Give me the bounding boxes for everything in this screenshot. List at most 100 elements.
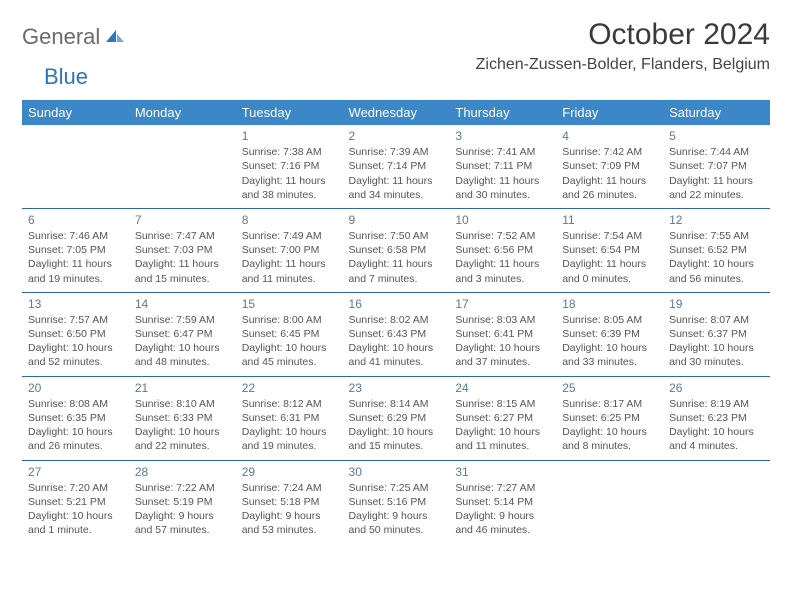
sunrise-line: Sunrise: 8:08 AM: [28, 397, 123, 411]
dow-header-cell: Monday: [129, 100, 236, 125]
day-number: 13: [28, 296, 123, 312]
day-cell: 21Sunrise: 8:10 AMSunset: 6:33 PMDayligh…: [129, 377, 236, 460]
day-number: 23: [349, 380, 444, 396]
sunrise-line: Sunrise: 7:38 AM: [242, 145, 337, 159]
sunrise-line: Sunrise: 7:22 AM: [135, 481, 230, 495]
sunrise-line: Sunrise: 7:27 AM: [455, 481, 550, 495]
month-title: October 2024: [476, 18, 770, 52]
day-number: 14: [135, 296, 230, 312]
sunset-line: Sunset: 6:54 PM: [562, 243, 657, 257]
logo-text-blue: Blue: [44, 64, 88, 90]
day-number: 25: [562, 380, 657, 396]
day-number: 11: [562, 212, 657, 228]
daylight-line: Daylight: 10 hours and 11 minutes.: [455, 425, 550, 453]
sunrise-line: Sunrise: 8:03 AM: [455, 313, 550, 327]
dow-header-cell: Tuesday: [236, 100, 343, 125]
daylight-line: Daylight: 10 hours and 15 minutes.: [349, 425, 444, 453]
sunrise-line: Sunrise: 7:39 AM: [349, 145, 444, 159]
day-cell: 31Sunrise: 7:27 AMSunset: 5:14 PMDayligh…: [449, 461, 556, 544]
day-number: 9: [349, 212, 444, 228]
day-cell: 5Sunrise: 7:44 AMSunset: 7:07 PMDaylight…: [663, 125, 770, 208]
day-number: 6: [28, 212, 123, 228]
day-cell: 8Sunrise: 7:49 AMSunset: 7:00 PMDaylight…: [236, 209, 343, 292]
day-cell: 14Sunrise: 7:59 AMSunset: 6:47 PMDayligh…: [129, 293, 236, 376]
sunrise-line: Sunrise: 8:17 AM: [562, 397, 657, 411]
daylight-line: Daylight: 11 hours and 38 minutes.: [242, 174, 337, 202]
sunset-line: Sunset: 5:18 PM: [242, 495, 337, 509]
sunrise-line: Sunrise: 8:12 AM: [242, 397, 337, 411]
sunrise-line: Sunrise: 8:15 AM: [455, 397, 550, 411]
sunrise-line: Sunrise: 7:24 AM: [242, 481, 337, 495]
day-cell: 3Sunrise: 7:41 AMSunset: 7:11 PMDaylight…: [449, 125, 556, 208]
daylight-line: Daylight: 9 hours and 46 minutes.: [455, 509, 550, 537]
day-cell: 24Sunrise: 8:15 AMSunset: 6:27 PMDayligh…: [449, 377, 556, 460]
day-cell: 29Sunrise: 7:24 AMSunset: 5:18 PMDayligh…: [236, 461, 343, 544]
day-number: 19: [669, 296, 764, 312]
sunrise-line: Sunrise: 7:41 AM: [455, 145, 550, 159]
calendar-table: SundayMondayTuesdayWednesdayThursdayFrid…: [22, 100, 770, 543]
sunset-line: Sunset: 5:16 PM: [349, 495, 444, 509]
daylight-line: Daylight: 11 hours and 0 minutes.: [562, 257, 657, 285]
dow-header-cell: Thursday: [449, 100, 556, 125]
daylight-line: Daylight: 10 hours and 45 minutes.: [242, 341, 337, 369]
sunset-line: Sunset: 6:25 PM: [562, 411, 657, 425]
day-cell: 23Sunrise: 8:14 AMSunset: 6:29 PMDayligh…: [343, 377, 450, 460]
sunset-line: Sunset: 6:27 PM: [455, 411, 550, 425]
day-number: 7: [135, 212, 230, 228]
logo: General: [22, 18, 128, 50]
dow-header-cell: Sunday: [22, 100, 129, 125]
day-cell: 11Sunrise: 7:54 AMSunset: 6:54 PMDayligh…: [556, 209, 663, 292]
daylight-line: Daylight: 11 hours and 34 minutes.: [349, 174, 444, 202]
day-cell: 27Sunrise: 7:20 AMSunset: 5:21 PMDayligh…: [22, 461, 129, 544]
sunset-line: Sunset: 7:03 PM: [135, 243, 230, 257]
daylight-line: Daylight: 11 hours and 7 minutes.: [349, 257, 444, 285]
day-cell: 17Sunrise: 8:03 AMSunset: 6:41 PMDayligh…: [449, 293, 556, 376]
daylight-line: Daylight: 11 hours and 15 minutes.: [135, 257, 230, 285]
sunset-line: Sunset: 6:31 PM: [242, 411, 337, 425]
day-number: 24: [455, 380, 550, 396]
location-text: Zichen-Zussen-Bolder, Flanders, Belgium: [476, 56, 770, 74]
sunset-line: Sunset: 6:43 PM: [349, 327, 444, 341]
week-row: 27Sunrise: 7:20 AMSunset: 5:21 PMDayligh…: [22, 461, 770, 544]
daylight-line: Daylight: 10 hours and 4 minutes.: [669, 425, 764, 453]
sunset-line: Sunset: 6:23 PM: [669, 411, 764, 425]
day-number: 15: [242, 296, 337, 312]
day-cell: 16Sunrise: 8:02 AMSunset: 6:43 PMDayligh…: [343, 293, 450, 376]
day-number: 18: [562, 296, 657, 312]
day-cell: 26Sunrise: 8:19 AMSunset: 6:23 PMDayligh…: [663, 377, 770, 460]
daylight-line: Daylight: 10 hours and 1 minute.: [28, 509, 123, 537]
sunrise-line: Sunrise: 7:50 AM: [349, 229, 444, 243]
daylight-line: Daylight: 10 hours and 22 minutes.: [135, 425, 230, 453]
logo-text-general: General: [22, 24, 100, 50]
day-cell: 4Sunrise: 7:42 AMSunset: 7:09 PMDaylight…: [556, 125, 663, 208]
daylight-line: Daylight: 10 hours and 56 minutes.: [669, 257, 764, 285]
sunset-line: Sunset: 7:09 PM: [562, 159, 657, 173]
sunset-line: Sunset: 6:41 PM: [455, 327, 550, 341]
day-number: 20: [28, 380, 123, 396]
daylight-line: Daylight: 11 hours and 26 minutes.: [562, 174, 657, 202]
day-cell: [556, 461, 663, 544]
day-number: 3: [455, 128, 550, 144]
sunset-line: Sunset: 5:14 PM: [455, 495, 550, 509]
sunset-line: Sunset: 6:33 PM: [135, 411, 230, 425]
sunset-line: Sunset: 5:21 PM: [28, 495, 123, 509]
sunrise-line: Sunrise: 7:55 AM: [669, 229, 764, 243]
day-number: 17: [455, 296, 550, 312]
daylight-line: Daylight: 11 hours and 30 minutes.: [455, 174, 550, 202]
sunrise-line: Sunrise: 8:05 AM: [562, 313, 657, 327]
sunset-line: Sunset: 5:19 PM: [135, 495, 230, 509]
day-number: 12: [669, 212, 764, 228]
sunrise-line: Sunrise: 7:57 AM: [28, 313, 123, 327]
week-row: 20Sunrise: 8:08 AMSunset: 6:35 PMDayligh…: [22, 377, 770, 460]
day-cell: 30Sunrise: 7:25 AMSunset: 5:16 PMDayligh…: [343, 461, 450, 544]
sunrise-line: Sunrise: 8:00 AM: [242, 313, 337, 327]
daylight-line: Daylight: 9 hours and 53 minutes.: [242, 509, 337, 537]
sunrise-line: Sunrise: 7:44 AM: [669, 145, 764, 159]
sunrise-line: Sunrise: 7:52 AM: [455, 229, 550, 243]
sunset-line: Sunset: 7:11 PM: [455, 159, 550, 173]
sunset-line: Sunset: 6:47 PM: [135, 327, 230, 341]
day-number: 5: [669, 128, 764, 144]
day-cell: 1Sunrise: 7:38 AMSunset: 7:16 PMDaylight…: [236, 125, 343, 208]
sunset-line: Sunset: 6:37 PM: [669, 327, 764, 341]
day-number: 1: [242, 128, 337, 144]
